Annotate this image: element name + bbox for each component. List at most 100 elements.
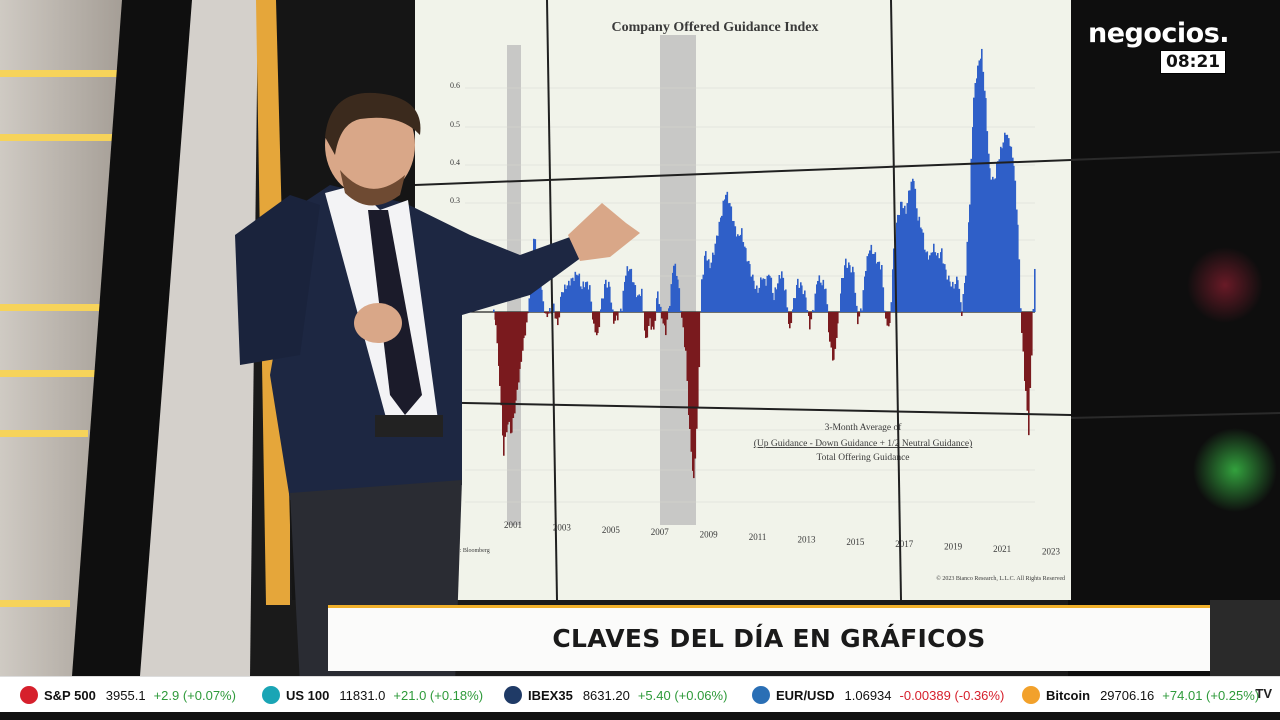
guidance-bar [854, 292, 857, 312]
guidance-bar [1006, 134, 1009, 312]
guidance-bar [906, 203, 909, 312]
chart-copyright: © 2023 Bianco Research, L.L.C. All Right… [936, 575, 1065, 582]
guidance-bar [853, 272, 855, 312]
guidance-bar [548, 312, 550, 314]
ticker-bottom-bar [0, 712, 1280, 720]
guidance-bar [948, 275, 950, 312]
guidance-bars [493, 48, 1036, 479]
x-tick-label: 2009 [700, 530, 719, 540]
guidance-bar [962, 294, 965, 312]
guidance-bar [881, 265, 883, 312]
guidance-bar [981, 48, 983, 313]
guidance-bar [566, 285, 569, 312]
guidance-bar [510, 312, 512, 434]
guidance-bar [710, 262, 713, 312]
x-tick-label: 2019 [944, 542, 963, 552]
channel-logo-box: negocios. 08:21 [1080, 14, 1240, 76]
guidance-bar [524, 312, 527, 336]
guidance-bar [789, 312, 791, 329]
guidance-bar [1031, 312, 1033, 356]
guidance-bar [629, 269, 631, 312]
guidance-bar [621, 310, 623, 312]
guidance-bar [746, 261, 749, 312]
guidance-bar [890, 302, 893, 312]
guidance-bar [945, 269, 947, 312]
guidance-bar [836, 312, 838, 338]
guidance-bar [840, 293, 842, 312]
ticker-name: S&P 500 [44, 687, 96, 703]
ticker-name: EUR/USD [776, 687, 835, 703]
guidance-bar [684, 312, 686, 348]
guidance-bar [644, 312, 646, 331]
x-tick-label: 2017 [895, 539, 914, 549]
guidance-bar [714, 243, 717, 312]
guidance-bar [884, 310, 886, 312]
guidance-bar [502, 312, 504, 436]
guidance-bar [926, 251, 929, 312]
guidance-bar [994, 178, 997, 312]
lower-third-title: CLAVES DEL DÍA EN GRÁFICOS [552, 624, 986, 653]
guidance-bar [690, 312, 693, 452]
presenter-hair [325, 92, 421, 155]
guidance-bar [597, 312, 599, 334]
guidance-bar [609, 286, 611, 312]
guidance-bar [760, 277, 762, 312]
us100-icon [262, 686, 280, 704]
annotation-line-1: 3-Month Average of [825, 422, 903, 433]
guidance-bar [841, 278, 843, 312]
guidance-bar [829, 312, 831, 342]
guidance-bar [777, 283, 779, 312]
guidance-bar [694, 312, 697, 459]
guidance-bar [701, 279, 703, 312]
ticker-change: -0.00389 (-0.36%) [899, 687, 1005, 703]
guidance-bar [1017, 224, 1019, 312]
chart-title: Company Offered Guidance Index [611, 20, 818, 35]
guidance-bar [998, 159, 1001, 312]
guidance-bar [817, 280, 819, 312]
x-tick-label: 2005 [602, 525, 621, 535]
ticker-item-us100: US 100 11831.0 +21.0 (+0.18%) [262, 677, 483, 713]
guidance-bar [1024, 312, 1026, 381]
guidance-bar [672, 272, 674, 312]
guidance-bar [942, 263, 945, 312]
guidance-bar [616, 312, 618, 316]
guidance-bar [804, 290, 806, 312]
guidance-bar [658, 304, 661, 312]
guidance-bar [1025, 312, 1027, 391]
guidance-bar [806, 310, 809, 312]
guidance-bar [708, 259, 710, 312]
guidance-bar [519, 312, 521, 369]
guidance-bar [499, 312, 501, 386]
guidance-bar [641, 288, 643, 312]
market-ticker: S&P 500 3955.1 +2.9 (+0.07%) US 100 1183… [0, 676, 1280, 712]
guidance-bar [638, 294, 641, 312]
guidance-bar [561, 292, 563, 312]
guidance-bar [892, 269, 894, 312]
guidance-bar [941, 248, 943, 312]
bitcoin-icon [1022, 686, 1040, 704]
broadcast-clock: 08:21 [1160, 50, 1227, 74]
guidance-bar [670, 284, 673, 312]
guidance-bar [1018, 259, 1021, 312]
guidance-bar [828, 312, 830, 333]
screen-seam [415, 401, 1071, 416]
guidance-bar [861, 310, 863, 312]
guidance-bar [897, 214, 899, 312]
guidance-bar [742, 242, 745, 312]
ticker-change: +21.0 (+0.18%) [393, 687, 484, 703]
guidance-bar [974, 83, 977, 312]
guidance-bar [864, 276, 866, 312]
guidance-bar [837, 312, 839, 324]
guidance-bar [617, 312, 619, 321]
presenter-left-arm [235, 195, 320, 365]
guidance-bar [557, 312, 559, 326]
guidance-bar [678, 288, 681, 312]
guidance-bar [586, 281, 589, 312]
guidance-bar [577, 275, 579, 312]
guidance-bar [1001, 148, 1003, 312]
ticker-item-ibex35: IBEX35 8631.20 +5.40 (+0.06%) [504, 677, 727, 713]
guidance-bar [818, 275, 821, 312]
guidance-bar [677, 279, 679, 312]
guidance-bar [740, 234, 742, 312]
guidance-bar [773, 300, 775, 312]
